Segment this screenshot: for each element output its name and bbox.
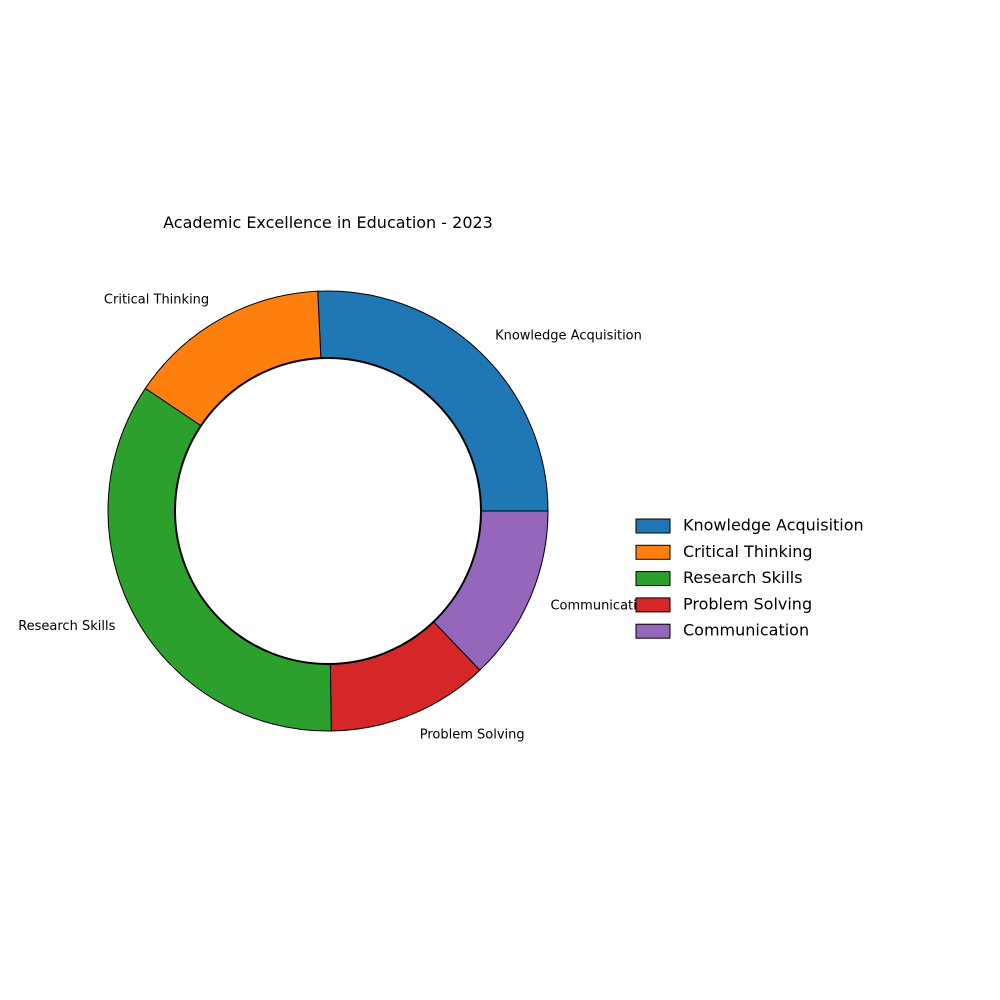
slice-research-skills [107, 387, 332, 732]
slice-label-communication: Communication [550, 599, 652, 614]
legend-label-critical-thinking: Critical Thinking [683, 542, 813, 561]
legend-swatch-problem-solving [635, 597, 671, 613]
legend-label-research-skills: Research Skills [683, 568, 803, 587]
legend-label-communication: Communication [683, 621, 809, 640]
legend-label-knowledge-acquisition: Knowledge Acquisition [683, 516, 864, 535]
slice-labels: Knowledge Acquisition Critical Thinking Re… [18, 293, 653, 743]
legend: Knowledge Acquisition Critical Thinking Re… [635, 516, 864, 640]
legend-swatch-communication [635, 623, 671, 639]
legend-label-problem-solving: Problem Solving [683, 594, 812, 613]
slice-label-critical-thinking: Critical Thinking [104, 293, 209, 308]
legend-swatch-knowledge-acquisition [635, 518, 671, 534]
slice-label-problem-solving: Problem Solving [420, 727, 525, 742]
chart-title: Academic Excellence in Education - 2023 [163, 213, 493, 232]
donut-slices [107, 290, 549, 732]
slice-label-knowledge-acquisition: Knowledge Acquisition [495, 328, 642, 343]
donut-inner-ring [174, 357, 482, 665]
slice-knowledge-acquisition [317, 290, 549, 512]
legend-swatch-critical-thinking [635, 544, 671, 560]
slice-label-research-skills: Research Skills [18, 619, 115, 634]
legend-swatch-research-skills [635, 571, 671, 587]
